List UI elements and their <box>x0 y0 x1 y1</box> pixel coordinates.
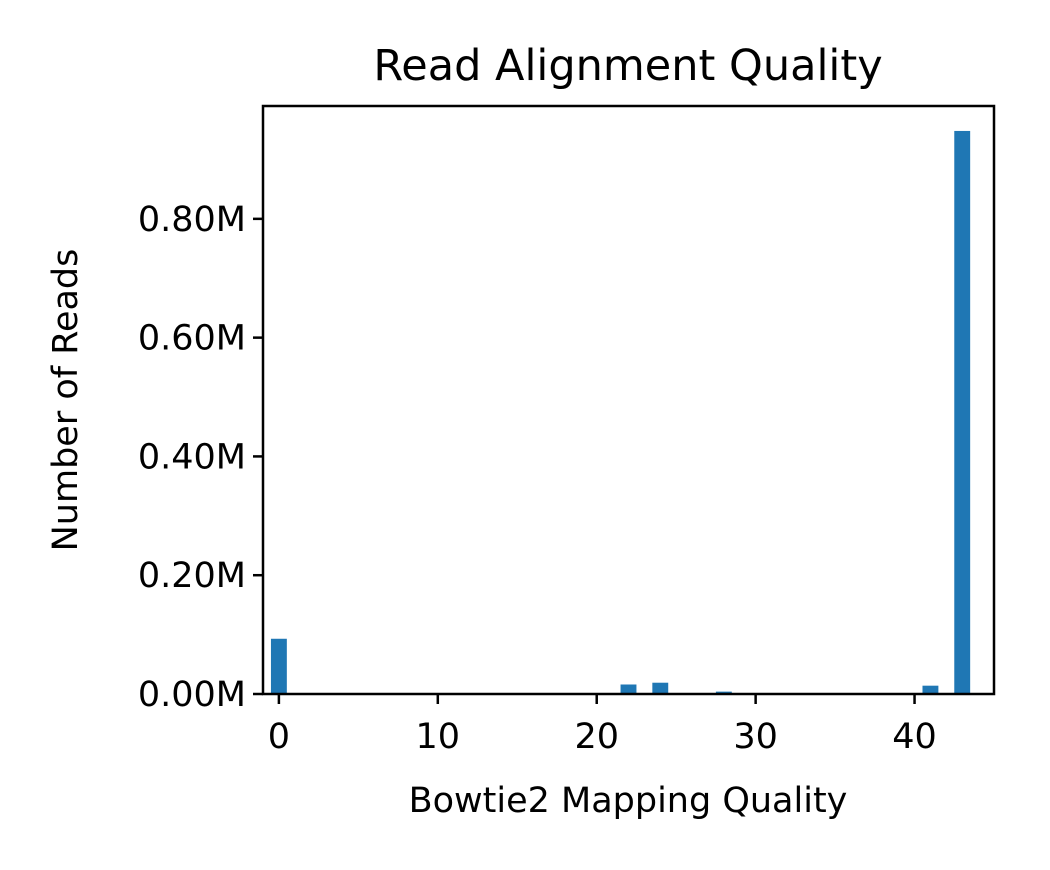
x-tick-label: 40 <box>892 717 937 757</box>
y-tick-label: 0.60M <box>138 319 246 359</box>
bar <box>922 685 939 694</box>
plot-frame <box>261 104 996 696</box>
x-tick-label: 0 <box>268 717 290 757</box>
y-tick-label: 0.80M <box>138 200 246 240</box>
bar <box>270 638 287 694</box>
bar <box>620 684 637 694</box>
y-tick-label: 0.00M <box>138 675 246 715</box>
x-tick-label: 10 <box>416 717 461 757</box>
x-axis-label: Bowtie2 Mapping Quality <box>409 781 848 821</box>
y-axis: 0.00M 0.20M 0.40M 0.60M 0.80M <box>138 200 263 715</box>
y-axis-label: Number of Reads <box>46 249 86 552</box>
x-tick-label: 20 <box>574 717 619 757</box>
chart-title: Read Alignment Quality <box>373 41 882 91</box>
x-tick-label: 30 <box>733 717 778 757</box>
bar <box>954 130 971 695</box>
x-axis: 0 10 20 30 40 <box>268 694 937 757</box>
bars <box>270 130 971 695</box>
bar <box>652 682 669 694</box>
y-tick-label: 0.40M <box>138 437 246 477</box>
y-tick-label: 0.20M <box>138 556 246 596</box>
